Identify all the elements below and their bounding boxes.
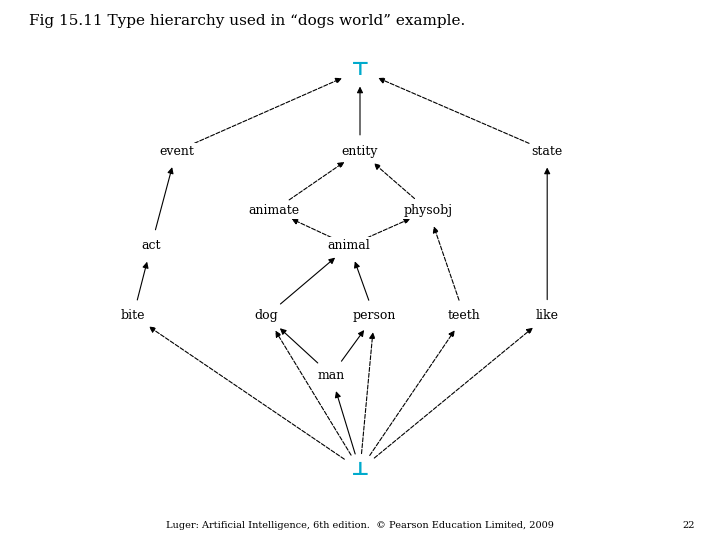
Text: dog: dog: [255, 309, 278, 322]
Text: Fig 15.11 Type hierarchy used in “dogs world” example.: Fig 15.11 Type hierarchy used in “dogs w…: [29, 14, 465, 28]
Text: animate: animate: [248, 204, 300, 217]
Text: 22: 22: [683, 521, 695, 530]
Text: person: person: [353, 309, 396, 322]
Text: ⊥: ⊥: [351, 461, 369, 479]
Text: teeth: teeth: [448, 309, 481, 322]
Text: man: man: [318, 369, 345, 382]
Text: ⊤: ⊤: [351, 61, 369, 79]
Text: bite: bite: [121, 309, 145, 322]
Text: act: act: [141, 239, 161, 252]
Text: Luger: Artificial Intelligence, 6th edition.  © Pearson Education Limited, 2009: Luger: Artificial Intelligence, 6th edit…: [166, 521, 554, 530]
Text: physobj: physobj: [404, 204, 453, 217]
Text: event: event: [159, 145, 194, 158]
Text: animal: animal: [328, 239, 371, 252]
Text: entity: entity: [342, 145, 378, 158]
Text: state: state: [531, 145, 563, 158]
Text: like: like: [536, 309, 559, 322]
